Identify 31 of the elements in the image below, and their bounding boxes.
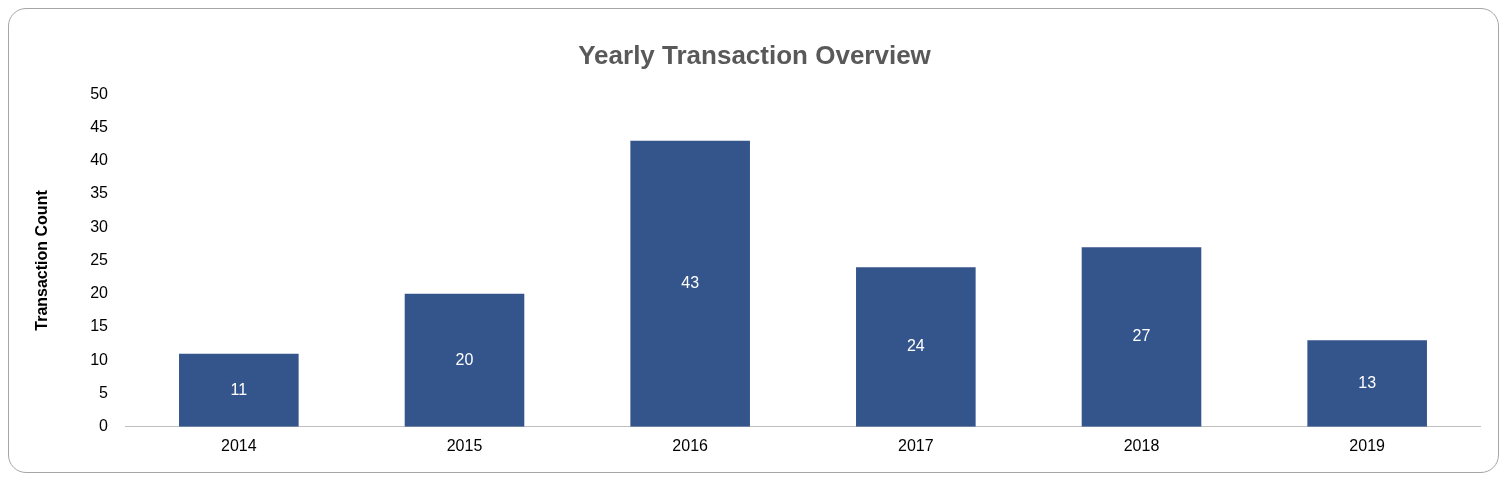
- data-label: 43: [681, 274, 700, 292]
- y-tick-label: 35: [90, 184, 109, 202]
- x-tick-label: 2016: [672, 436, 709, 454]
- y-tick-label: 20: [90, 284, 109, 302]
- x-tick-label: 2019: [1349, 436, 1386, 454]
- bar: [404, 293, 525, 427]
- x-tick-label: 2018: [1123, 436, 1160, 454]
- y-tick-label: 10: [90, 350, 109, 368]
- data-label: 20: [455, 350, 474, 368]
- y-axis-title: Transaction Count: [33, 189, 51, 331]
- y-tick-label: 30: [90, 217, 109, 235]
- data-label: 13: [1358, 373, 1377, 391]
- y-tick-label: 50: [90, 84, 109, 102]
- y-tick-label: 45: [90, 117, 109, 135]
- y-tick-label: 0: [99, 417, 109, 435]
- data-label: 24: [906, 337, 925, 355]
- bar: [179, 353, 299, 427]
- y-tick-label: 5: [99, 383, 109, 401]
- x-tick-label: 2015: [446, 436, 483, 454]
- bar: [856, 267, 976, 427]
- y-tick-label: 25: [90, 250, 109, 268]
- y-tick-label: 15: [90, 317, 109, 335]
- bar: [630, 140, 750, 427]
- data-label: 27: [1132, 327, 1151, 345]
- x-tick-label: 2014: [221, 436, 257, 454]
- x-tick-label: 2017: [898, 436, 934, 454]
- bar: [1081, 247, 1202, 427]
- y-tick-label: 40: [90, 151, 109, 169]
- chart-title: Yearly Transaction Overview: [578, 39, 932, 70]
- bar: [1307, 340, 1427, 427]
- data-label: 11: [230, 380, 248, 398]
